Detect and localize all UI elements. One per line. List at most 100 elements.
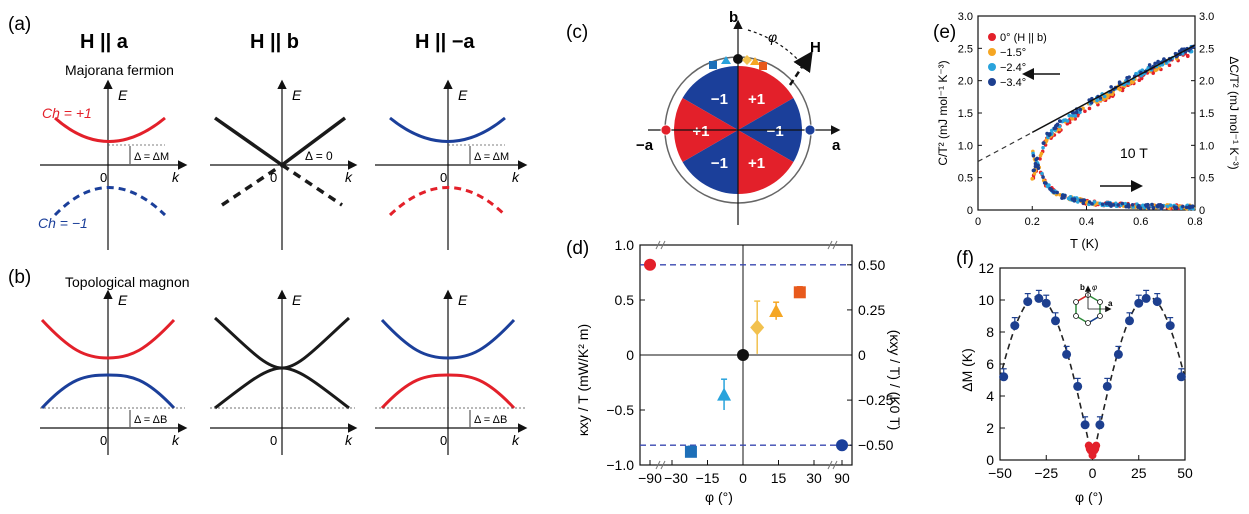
chart-f-ylabel: ΔM (K): [959, 348, 975, 392]
gap-zero-label: Δ = 0: [305, 149, 333, 163]
gap-data-point-red: [1085, 444, 1094, 453]
axis-break-mark: [655, 460, 666, 470]
legend-marker: [988, 78, 996, 86]
y-right-tick-label: 0.50: [858, 257, 885, 273]
lower-magnon-band: [214, 366, 350, 410]
x-tick-label: 0: [975, 216, 981, 228]
y-tick-label: 0: [626, 347, 634, 363]
data-point: [750, 319, 765, 336]
x-tick-label: −15: [696, 470, 720, 486]
delta-specific-heat-point: [1070, 197, 1075, 201]
gap-data-point: [1102, 381, 1112, 391]
hexagon-site: [1097, 299, 1103, 305]
delta-specific-heat-point: [1075, 200, 1080, 204]
specific-heat-point: [1167, 63, 1172, 68]
legend-label: 0° (H || b): [1000, 32, 1047, 44]
y-tick-label: 1.0: [958, 140, 973, 152]
delta-specific-heat-point: [1055, 190, 1059, 195]
inset-a-label: a: [1108, 299, 1113, 308]
chart-e-xlabel: T (K): [1070, 236, 1099, 251]
chart-f: 0 2 4 6 8 10 12 −50 −25 0 25 50: [978, 260, 1193, 481]
gap-data-point: [1176, 372, 1186, 382]
delta-specific-heat-point: [1041, 175, 1045, 179]
y-right-tick-label: 2.0: [1199, 76, 1214, 88]
specific-heat-point: [1185, 53, 1190, 58]
sector-chern-label: +1: [692, 123, 709, 140]
x-tick-label: 15: [771, 470, 787, 486]
panel-f-label: (f): [956, 248, 974, 269]
lower-magnon-band: [380, 373, 516, 410]
gap-data-point: [1051, 316, 1060, 326]
data-point: [793, 286, 806, 299]
specific-heat-point: [1065, 119, 1070, 123]
panel-b-label: (b): [8, 267, 31, 288]
gap-data-point: [1062, 349, 1072, 359]
legend-label: −3.4°: [1000, 77, 1026, 89]
majorana-plot-h-minus-a: Δ = ΔM E k 0: [375, 79, 528, 250]
delta-specific-heat-point: [1090, 202, 1094, 206]
y-right-tick-label: 0: [1199, 205, 1205, 217]
y-tick-label: 2.0: [958, 76, 973, 88]
x-tick-label: −50: [988, 465, 1012, 481]
y-tick-label: 0.5: [615, 292, 635, 308]
panel-a-label: (a): [8, 14, 31, 35]
phi-label: φ: [768, 29, 777, 45]
panel-b: (b) Topological magnon Δ = ΔB E k 0 E k …: [8, 267, 528, 455]
axis-k-label: k: [345, 169, 353, 185]
legend-marker: [988, 48, 996, 56]
panel-e-label: (e): [933, 22, 956, 43]
axis-k-label: k: [512, 169, 520, 185]
panel-d: (d) 1.00.50−0.5−1.00.500.250−0.25−0.50−9…: [566, 237, 903, 505]
x-tick-label: 0: [739, 470, 747, 486]
y-right-tick-label: 3.0: [1199, 11, 1214, 23]
hexagon-site: [1097, 313, 1103, 319]
delta-specific-heat-point: [1168, 203, 1173, 208]
delta-specific-heat-point: [1116, 203, 1120, 207]
y-tick-label: 1.0: [615, 237, 635, 253]
chern-sector-disk: −1 +1−1+1−1+1: [674, 66, 802, 194]
specific-heat-point: [1057, 119, 1062, 123]
specific-heat-point: [1106, 94, 1110, 98]
panel-c: (c) −1 +1−1+1−1+1 b a −a φ H: [566, 9, 841, 225]
fit-extrapolation: [977, 131, 1033, 163]
dirac-cone-left-upper: [213, 116, 284, 167]
gap-data-point: [1113, 349, 1123, 359]
delta-specific-heat-point: [1061, 195, 1066, 200]
sector-wedge: [682, 130, 738, 194]
x-tick-label: −90: [638, 470, 662, 486]
specific-heat-point: [1083, 109, 1087, 114]
y-tick-label: 2: [986, 420, 994, 436]
legend-label: −1.5°: [1000, 47, 1026, 59]
specific-heat-point: [1070, 113, 1075, 118]
lower-band-curve: [388, 186, 507, 217]
sector-wedge: [682, 66, 738, 130]
origin-label: 0: [440, 433, 447, 448]
specific-heat-point: [1109, 85, 1113, 89]
majorana-subtitle: Majorana fermion: [65, 62, 174, 78]
delta-specific-heat-point: [1044, 181, 1048, 185]
axis-k-label: k: [172, 432, 180, 448]
y-tick-label: 1.5: [958, 108, 973, 120]
gap-data-point: [999, 372, 1009, 382]
axis-k-label: k: [512, 432, 520, 448]
minus-a-axis-label: −a: [636, 137, 654, 154]
chart-e-ylabel: C/T² (mJ mol⁻¹ K⁻³): [936, 60, 950, 165]
chart-d: 1.00.50−0.5−1.00.500.250−0.25−0.50−90 −15…: [606, 237, 893, 486]
specific-heat-point: [1041, 141, 1046, 145]
delta-specific-heat-point: [1150, 202, 1154, 207]
specific-heat-point: [1156, 59, 1160, 64]
y-right-tick-label: 1.5: [1199, 108, 1214, 120]
delta-specific-heat-point: [1047, 183, 1051, 187]
y-right-tick-label: 0.5: [1199, 173, 1214, 185]
chart-d-xlabel: φ (°): [705, 489, 733, 505]
specific-heat-point: [1147, 63, 1152, 67]
gap-data-point: [1073, 381, 1083, 391]
origin-label: 0: [270, 170, 277, 185]
panel-d-label: (d): [566, 238, 589, 259]
axis-break-mark: [655, 240, 666, 250]
marker-plus-90: [804, 124, 816, 136]
x-tick-label: −30: [664, 470, 688, 486]
y-tick-label: 12: [978, 260, 994, 276]
gap-label: Δ = ΔM: [134, 151, 169, 163]
panel-e: (e) 0 00.5 0.51.0 1.01.5 1.52.0 2.02.5 2.53.0 3…: [933, 11, 1241, 251]
